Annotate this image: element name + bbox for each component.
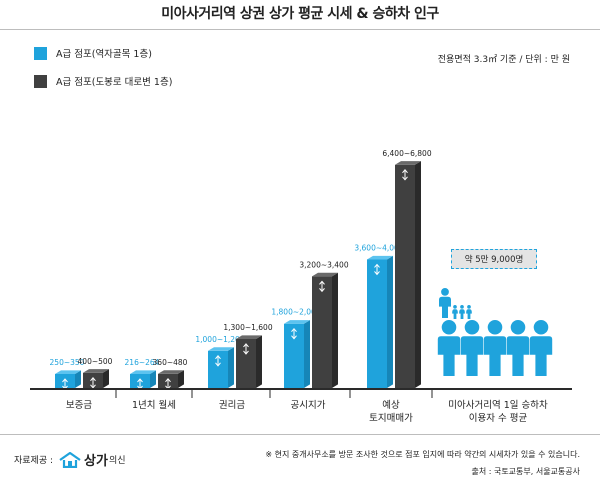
- bar-top: [312, 272, 338, 277]
- brand-sub: 의신: [108, 456, 126, 466]
- data-label: 6,400~6,800: [382, 149, 431, 158]
- category-label: 이용자 수 평균: [469, 413, 528, 424]
- data-label: 250~350: [50, 358, 85, 367]
- data-label: 3,600~4,000: [354, 243, 403, 252]
- bar-top: [284, 320, 310, 324]
- legend-swatch: [34, 46, 47, 60]
- bar-side: [332, 272, 338, 388]
- bar-top: [395, 161, 421, 165]
- bar-front: [395, 164, 415, 388]
- bar-side: [178, 370, 184, 388]
- data-label: 360~480: [153, 358, 188, 367]
- person-icon-body: [483, 336, 507, 376]
- bar-top: [130, 370, 156, 374]
- person-icon-body: [529, 336, 553, 376]
- bar-top: [83, 369, 109, 373]
- person-icon-body: [460, 336, 484, 376]
- range-arrow-heads: [402, 168, 408, 181]
- bar-top: [158, 370, 184, 374]
- person-icon-small-head: [467, 305, 471, 309]
- person-icon-head: [441, 320, 457, 335]
- data-label: 3,200~3,400: [299, 260, 348, 269]
- data-label: 400~500: [78, 357, 113, 366]
- range-arrow-heads: [374, 263, 380, 276]
- category-label: 미아사거리역 1일 승하차: [448, 399, 548, 411]
- bar-front: [236, 338, 256, 388]
- person-icon-head: [464, 320, 480, 335]
- bar-side: [103, 369, 109, 388]
- data-label: 1,300~1,600: [223, 323, 272, 332]
- bar-side: [150, 370, 156, 388]
- bar-side: [387, 255, 393, 388]
- person-icon-body: [506, 336, 530, 376]
- bar-side: [75, 370, 81, 388]
- brand-logo: 상가 의신: [59, 450, 126, 469]
- range-arrow-heads: [215, 355, 221, 367]
- population-label: 약 5만 9,000명: [451, 249, 537, 269]
- bar-top: [236, 335, 262, 339]
- person-icon-large-body: [439, 296, 451, 318]
- house-icon: [59, 451, 81, 468]
- data-provider: 자료제공 : 상가 의신: [14, 450, 126, 469]
- unit-note: 전용면적 3.3㎡ 기준 / 단위 : 만 원: [437, 55, 570, 65]
- bar-side: [228, 347, 234, 388]
- bar-top: [367, 255, 393, 260]
- source-citation: 출처 : 국토교통부, 서울교통공사: [471, 467, 580, 476]
- data-label: 1,800~2,000: [271, 308, 320, 317]
- legend-swatch: [34, 74, 47, 88]
- range-arrow-heads: [90, 376, 96, 389]
- category-label: 1년치 월세: [132, 399, 176, 411]
- person-icon-small-body: [466, 309, 472, 319]
- range-arrow-heads: [291, 327, 297, 340]
- person-icon-body: [437, 336, 461, 376]
- brand-name: 상가: [84, 454, 108, 469]
- bar-front: [284, 323, 304, 388]
- legend-label: A급 점포(역자골목 1층): [56, 49, 152, 60]
- data-label: 216~264: [125, 358, 160, 367]
- bar-front: [367, 259, 387, 388]
- source-label: 자료제공 :: [14, 456, 54, 466]
- bar-top: [55, 370, 81, 374]
- footnote: ※ 현지 중개사무소를 방문 조사한 것으로 점포 입지에 따라 약간의 시세차…: [265, 450, 580, 459]
- person-icon-head: [510, 320, 526, 335]
- person-icon-small-head: [460, 305, 464, 309]
- bar-top: [208, 347, 234, 351]
- person-icon-head: [533, 320, 549, 335]
- person-icon-large-head: [441, 288, 449, 296]
- divider: [0, 29, 600, 30]
- person-icon-small-body: [452, 309, 458, 319]
- category-label: 보증금: [66, 400, 92, 411]
- divider: [0, 434, 600, 435]
- category-label: 권리금: [219, 399, 245, 411]
- data-label: 1,000~1,200: [195, 335, 244, 344]
- legend-item-dark: A급 점포(도봉로 대로변 1층): [34, 74, 172, 88]
- category-label: 공시지가: [291, 400, 326, 411]
- legend-label: A급 점포(도봉로 대로변 1층): [56, 77, 173, 88]
- person-icon-small-head: [453, 305, 457, 309]
- bar-side: [304, 320, 310, 388]
- bar-front: [208, 350, 228, 388]
- bar-front: [312, 276, 332, 388]
- bar-side: [256, 335, 262, 388]
- person-icon-head: [487, 320, 503, 335]
- category-label: 토지매매가: [369, 413, 413, 424]
- range-arrow-heads: [319, 280, 325, 293]
- range-arrow-heads: [243, 343, 249, 355]
- bar-side: [415, 161, 421, 388]
- person-icon-small-body: [459, 309, 465, 319]
- category-label: 예상: [382, 400, 400, 411]
- legend-item-blue: A급 점포(역자골목 1층): [34, 46, 152, 60]
- chart-title: 미아사거리역 상권 상가 평균 시세 & 승하차 인구: [161, 6, 439, 22]
